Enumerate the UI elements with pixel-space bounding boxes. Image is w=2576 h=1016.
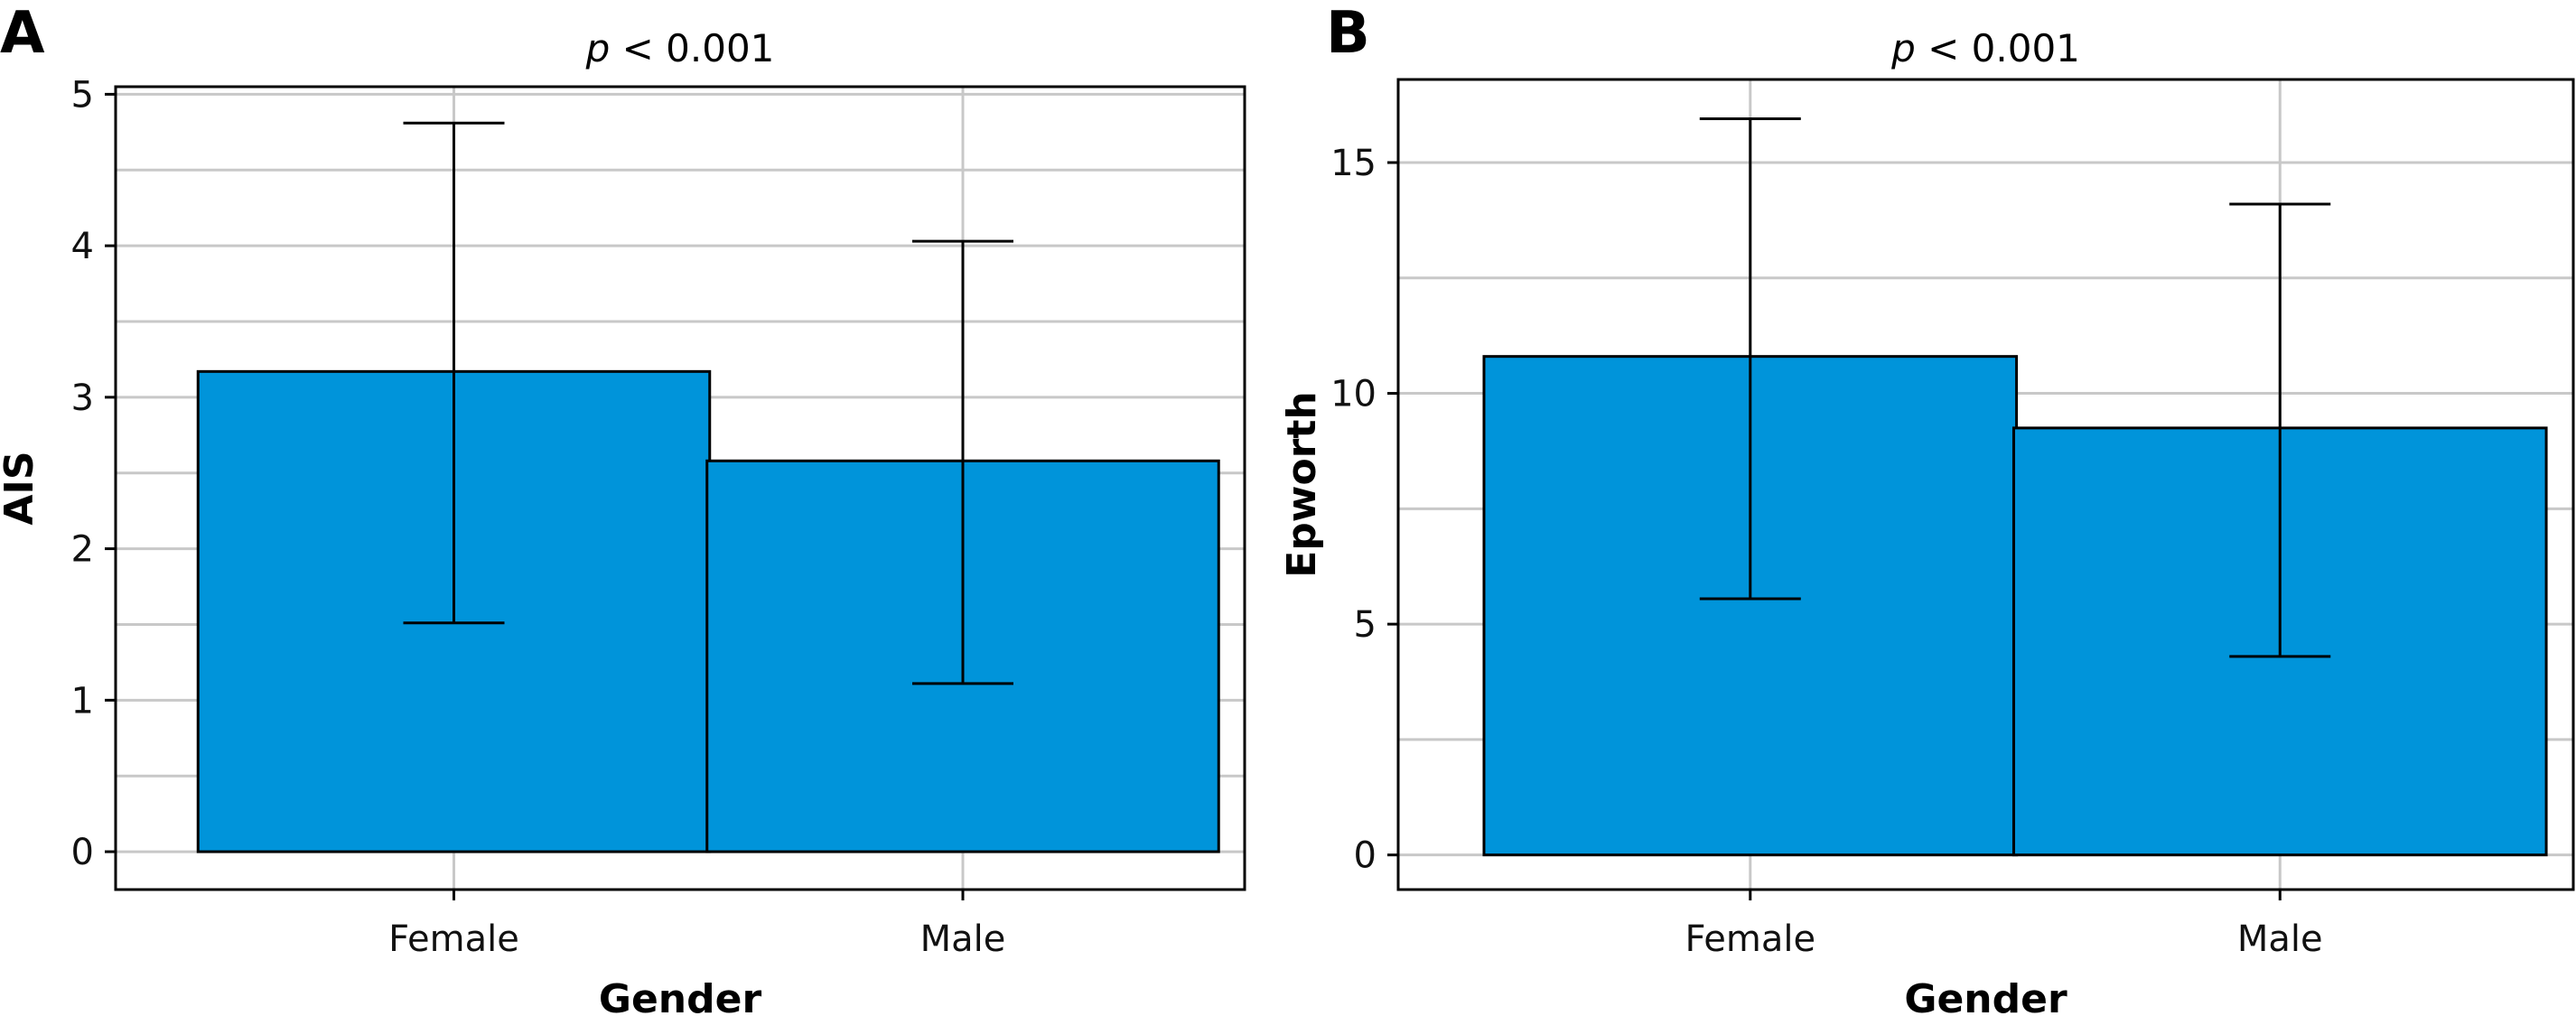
plot-frame bbox=[114, 85, 1246, 891]
p-threshold: < 0.001 bbox=[610, 26, 774, 70]
chart-panel-a: 0 1 2 3 4 5 Female Male Gender AIS p < 0.001 A bbox=[0, 0, 1246, 1016]
x-tick-label-male: Male bbox=[2237, 918, 2323, 960]
plot-frame bbox=[1396, 78, 2575, 891]
x-axis-title: Gender bbox=[599, 976, 762, 1016]
p-symbol: p bbox=[585, 26, 611, 70]
x-tick-label-male: Male bbox=[920, 918, 1006, 960]
y-tick-label: 15 bbox=[1330, 143, 1377, 184]
y-tick-label: 3 bbox=[71, 378, 94, 419]
p-threshold: < 0.001 bbox=[1916, 26, 2080, 70]
panel-letter: B bbox=[1326, 0, 1370, 67]
p-value-label: p < 0.001 bbox=[585, 26, 775, 70]
p-value-label: p < 0.001 bbox=[1890, 26, 2080, 70]
y-tick-label: 5 bbox=[71, 74, 94, 116]
y-tick-label: 1 bbox=[71, 680, 94, 722]
chart-panel-b: 0 5 10 15 Female Male Gender Epworth p < 0.001 B bbox=[1279, 0, 2575, 1016]
y-tick-label: 5 bbox=[1354, 604, 1377, 646]
p-symbol: p bbox=[1890, 26, 1916, 70]
y-tick-label: 10 bbox=[1330, 374, 1377, 415]
y-axis-title: Epworth bbox=[1279, 391, 1325, 578]
y-tick-label: 0 bbox=[71, 832, 94, 873]
panel-letter: A bbox=[0, 0, 45, 67]
x-tick-label-female: Female bbox=[1685, 918, 1815, 960]
y-tick-label: 2 bbox=[71, 529, 94, 571]
x-axis-title: Gender bbox=[1904, 976, 2067, 1016]
y-tick-label: 0 bbox=[1354, 835, 1377, 877]
y-tick-label: 4 bbox=[71, 226, 94, 267]
x-tick-label-female: Female bbox=[388, 918, 519, 960]
y-axis-title: AIS bbox=[0, 451, 42, 525]
